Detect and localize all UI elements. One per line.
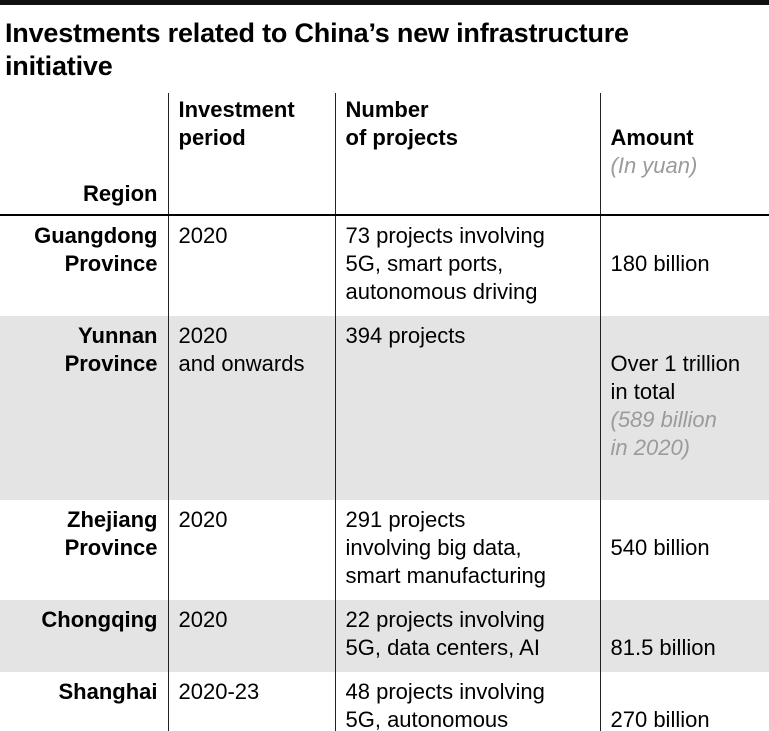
amount-note: (589 billion in 2020) [610,407,717,460]
table-row: Shanghai 2020-23 48 projects involving 5… [0,672,769,731]
region-cell: Guangdong Province [34,223,158,276]
amount-header-label: Amount [610,125,694,150]
amount-cell: Over 1 trillion in total (589 billion in… [599,316,769,500]
amount-value: 81.5 billion [610,635,716,660]
amount-value: Over 1 trillion in total [610,351,741,404]
header-row: Region Investment period Number of proje… [0,93,769,216]
period-cell: 2020-23 [167,672,335,731]
table-row: Zhejiang Province 2020 291 projects invo… [0,500,769,600]
projects-cell: 394 projects [334,316,600,500]
region-cell: Shanghai [58,679,158,704]
table-row: Chongqing 2020 22 projects involving 5G,… [0,600,769,672]
period-cell: 2020 and onwards [167,316,335,500]
column-header-period: Investment period [167,93,335,216]
period-cell: 2020 [167,600,335,672]
amount-cell: 270 billion [599,672,769,731]
region-cell: Chongqing [41,607,158,632]
projects-cell: 291 projects involving big data, smart m… [334,500,600,600]
projects-cell: 22 projects involving 5G, data centers, … [334,600,600,672]
region-cell: Yunnan Province [64,323,158,376]
column-header-region: Region [0,93,168,216]
amount-value: 270 billion [610,707,710,731]
projects-cell: 73 projects involving 5G, smart ports, a… [334,215,600,316]
amount-cell: 81.5 billion [599,600,769,672]
period-cell: 2020 [167,215,335,316]
column-header-amount: Amount (In yuan) [599,93,769,216]
amount-value: 180 billion [610,251,710,276]
page-title: Investments related to China’s new infra… [5,18,629,81]
investments-table: Region Investment period Number of proje… [0,93,769,731]
table-row: Yunnan Province 2020 and onwards 394 pro… [0,316,769,500]
table-header: Region Investment period Number of proje… [0,93,769,216]
region-cell: Zhejiang Province [64,507,158,560]
amount-cell: 180 billion [599,215,769,316]
table-row: Guangdong Province 2020 73 projects invo… [0,215,769,316]
amount-cell: 540 billion [599,500,769,600]
column-header-projects: Number of projects [334,93,600,216]
amount-unit-note: (In yuan) [610,153,698,178]
projects-cell: 48 projects involving 5G, autonomous fac… [334,672,600,731]
top-rule [0,0,769,5]
amount-value: 540 billion [610,535,710,560]
period-cell: 2020 [167,500,335,600]
